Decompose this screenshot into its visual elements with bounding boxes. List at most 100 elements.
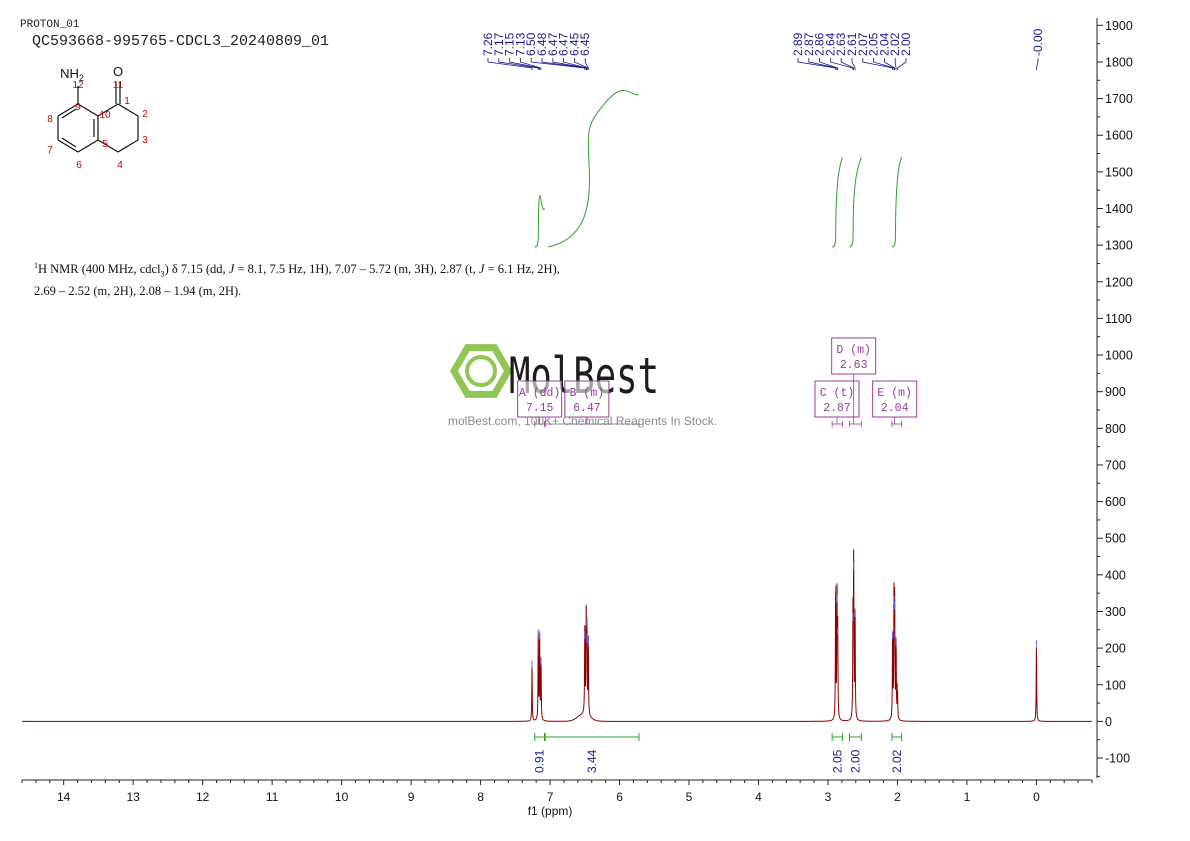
peak-label: -0.00 (1031, 28, 1045, 56)
multiplet-label: C (t) (820, 387, 855, 400)
multiplet-box (814, 380, 860, 418)
x-tick-label: 2 (894, 790, 901, 804)
peak-label-leader (830, 58, 854, 70)
y-tick-label: 500 (1105, 532, 1126, 546)
peak-label: 6.45 (567, 32, 581, 56)
structure-atom-label: 9 (75, 102, 81, 113)
nmr-description: 1H NMR (400 MHz, cdcl3) δ 7.15 (dd, J = … (34, 258, 560, 299)
x-tick-label: 4 (755, 790, 762, 804)
y-tick-label: 1500 (1105, 165, 1133, 179)
peak-label: 2.07 (856, 32, 870, 56)
y-tick-label: 1700 (1105, 92, 1133, 106)
structure-atom-label: 2 (142, 109, 148, 120)
x-tick-label: 8 (477, 790, 484, 804)
y-tick-label: 1000 (1105, 349, 1133, 363)
peak-label: 7.17 (492, 32, 506, 56)
y-tick-label: 900 (1105, 385, 1126, 399)
multiplet-box (831, 337, 877, 375)
structure-atom-label: 7 (47, 145, 53, 156)
multiplet-shift: 2.87 (823, 402, 851, 415)
multiplet-shift: 7.15 (526, 402, 554, 415)
x-tick-label: 9 (408, 790, 415, 804)
nmr-description-line1: 1H NMR (400 MHz, cdcl3) δ 7.15 (dd, J = … (34, 261, 560, 279)
peak-label: 2.86 (813, 32, 827, 56)
watermark-tagline: molBest.com, 100K+ Chemical Reagents In … (448, 414, 718, 428)
peak-label-group: 7.267.177.157.136.506.486.476.476.456.45… (481, 28, 1045, 70)
peak-label: 6.47 (546, 32, 560, 56)
multiplet-shift: 2.04 (881, 402, 909, 415)
structure-bond (97, 139, 119, 153)
y-tick-label: 1100 (1105, 312, 1132, 326)
x-tick-label: 11 (266, 790, 279, 804)
x-tick-label: 10 (335, 790, 349, 804)
integral-value: 2.05 (830, 749, 844, 773)
structure-bond (57, 103, 79, 117)
nmr-description-line2: 2.69 – 2.52 (m, 2H), 2.08 – 1.94 (m, 2H)… (34, 283, 242, 298)
benzene-logo-icon (449, 344, 513, 398)
peak-label-leader (1036, 58, 1039, 70)
peak-label: 2.64 (823, 32, 837, 56)
y-tick-label: -100 (1105, 752, 1130, 766)
structure-atom-label: 11 (113, 80, 124, 91)
x-tick-label: 5 (686, 790, 693, 804)
y-tick-label: 600 (1105, 495, 1126, 509)
experiment-name: PROTON_01 (20, 19, 80, 31)
multiplet-box (872, 380, 918, 418)
x-tick-label: 14 (57, 790, 71, 804)
peak-label-leader (498, 58, 539, 70)
y-tick-label: 100 (1105, 678, 1126, 692)
structure-bond (117, 103, 139, 117)
multiplet-box (517, 380, 563, 418)
peak-label: 2.87 (802, 32, 816, 56)
structure-bond (77, 139, 99, 153)
peak-label-leader (487, 58, 533, 70)
peak-label-leader (520, 58, 542, 70)
integral-curve (891, 157, 903, 248)
peak-label: 6.45 (578, 32, 592, 56)
structure-atom-label: 12 (72, 80, 84, 91)
peak-label-leader (897, 58, 907, 70)
peak-label: 2.61 (845, 32, 859, 56)
peak-label: 2.00 (899, 32, 913, 56)
structure-double-bond (61, 137, 77, 148)
peak-label-leader (862, 58, 893, 70)
integral-curve (534, 195, 545, 248)
multiplet-annotations: A (dd) 7.15 B (m) 6.47 C (t) 2.87 D (m) 2.63 E (… (517, 337, 918, 427)
structure-double-bond (61, 108, 77, 119)
y-tick-label: 200 (1105, 642, 1126, 656)
structure-bond (57, 139, 79, 153)
multiplet-shift: 2.63 (840, 359, 868, 372)
peak-label-leader (541, 58, 587, 70)
peak-label-leader (563, 58, 588, 70)
peak-label: 7.13 (513, 32, 527, 56)
integral-value: 0.91 (533, 749, 547, 773)
structure-atom-label: 8 (47, 114, 53, 125)
peak-label: 6.50 (524, 32, 538, 56)
integral-curve (849, 157, 862, 248)
multiplet-label: A (dd) (519, 387, 560, 400)
y-tick-label: 700 (1105, 458, 1126, 472)
peak-label: 6.47 (557, 32, 571, 56)
x-tick-label: 6 (616, 790, 623, 804)
x-tick-label: 3 (825, 790, 832, 804)
peak-label-leader (851, 58, 856, 70)
peak-label: 2.04 (877, 32, 891, 56)
y-tick-label: 1400 (1105, 202, 1133, 216)
structure-atom-label: 1 (124, 96, 130, 107)
y-tick-label: 1300 (1105, 239, 1133, 253)
y-tick-label: 400 (1105, 568, 1126, 582)
structure-atom-label: 6 (76, 160, 82, 171)
benzene-ring-circle (465, 355, 497, 387)
peak-label-leader (797, 58, 837, 70)
integral-curve (548, 90, 640, 248)
y-tick-label: 0 (1105, 715, 1112, 729)
x-tick-label: 0 (1033, 790, 1040, 804)
peak-label-leader (808, 58, 838, 70)
peak-label-leader (840, 58, 855, 70)
integral-value: 2.00 (848, 749, 862, 773)
peak-label-leader (584, 58, 589, 70)
peak-label: 2.89 (791, 32, 805, 56)
peak-label-leader (894, 58, 897, 70)
